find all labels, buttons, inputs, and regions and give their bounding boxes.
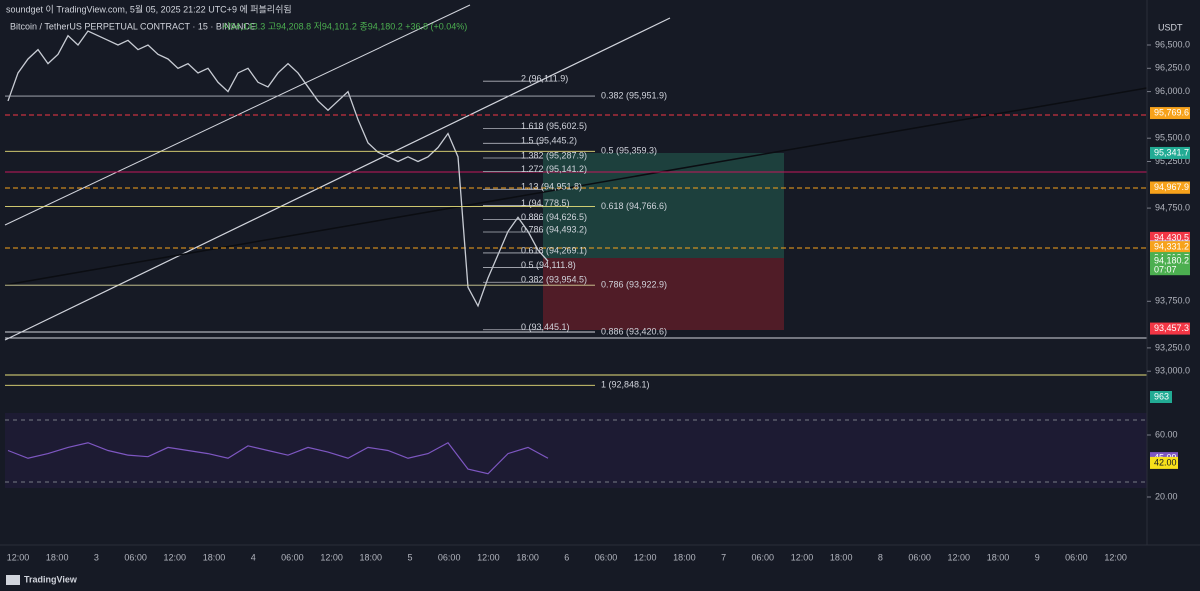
price-tag-label: 94,430.5 (1154, 232, 1189, 242)
rsi-tick-label: 60.00 (1155, 429, 1178, 439)
profit-zone (543, 153, 784, 258)
time-label: 18:00 (46, 552, 69, 562)
price-tick-label: 96,250.0 (1155, 63, 1190, 73)
price-tag (1150, 322, 1190, 335)
time-label: 18:00 (516, 552, 539, 562)
time-label: 12:00 (7, 552, 30, 562)
price-tag-label: 94,331.2 (1154, 242, 1189, 252)
time-label: 5 (407, 552, 412, 562)
volume-tag (1150, 391, 1172, 403)
price-tick-label: 95,250.0 (1155, 156, 1190, 166)
fib-label: 0 (93,445.1) (521, 322, 570, 332)
time-label: 12:00 (948, 552, 971, 562)
publisher: soundget 이 TradingView.com, 5월 05, 2025 … (6, 3, 292, 14)
loss-zone (543, 258, 784, 330)
fib-ext-label: 0.5 (95,359.3) (601, 146, 657, 156)
rsi-tick-label: 20.00 (1155, 491, 1178, 501)
logo (6, 575, 20, 585)
price-tag-label: 94,967.9 (1154, 182, 1189, 192)
time-label: 06:00 (908, 552, 931, 562)
trend-line (4, 17, 671, 341)
time-label: 12:00 (1104, 552, 1127, 562)
time-label: 18:00 (830, 552, 853, 562)
time-label: 18:00 (360, 552, 383, 562)
time-label: 06:00 (438, 552, 461, 562)
time-label: 06:00 (1065, 552, 1088, 562)
time-label: 06:00 (281, 552, 304, 562)
fib-ext-label: 0.886 (93,420.6) (601, 326, 667, 336)
price-tag (1150, 146, 1190, 159)
time-label: 12:00 (634, 552, 657, 562)
price-tag-label: 94,180.2 (1154, 256, 1189, 266)
time-label: 18:00 (203, 552, 226, 562)
fib-label: 0.886 (94,626.5) (521, 212, 587, 222)
fib-label: 1 (94,778.5) (521, 198, 570, 208)
time-label: 4 (251, 552, 256, 562)
fib-ext-label: 1 (92,848.1) (601, 380, 650, 390)
time-label: 8 (878, 552, 883, 562)
time-label: 6 (564, 552, 569, 562)
time-label: 12:00 (791, 552, 814, 562)
time-label: 7 (721, 552, 726, 562)
time-label: 12:00 (477, 552, 500, 562)
price-tick-label: 94,750.0 (1155, 202, 1190, 212)
fib-label: 1.13 (94,951.8) (521, 182, 582, 192)
fib-label: 0.382 (93,954.5) (521, 275, 587, 285)
countdown: 07:07 (1154, 265, 1177, 275)
price-tick-label: 93,750.0 (1155, 296, 1190, 306)
price-tag (1150, 241, 1190, 254)
fib-ext-label: 0.382 (95,951.9) (601, 90, 667, 100)
fib-label: 0.618 (94,269.1) (521, 245, 587, 255)
price-tag-label: 93,457.3 (1154, 323, 1189, 333)
price-tick-label: 93,000.0 (1155, 366, 1190, 376)
time-label: 06:00 (752, 552, 775, 562)
price-tick-label: 95,500.0 (1155, 133, 1190, 143)
fib-label: 0.5 (94,111.8) (521, 260, 576, 270)
price-tag-label: 95,769.6 (1154, 107, 1189, 117)
rsi-line (7, 441, 549, 475)
price-tick-label: 96,500.0 (1155, 39, 1190, 49)
time-label: 12:00 (320, 552, 343, 562)
price-tick-label: 96,000.0 (1155, 86, 1190, 96)
trend-line (4, 87, 1148, 286)
price-tag (1150, 107, 1190, 120)
fib-label: 1.618 (95,602.5) (521, 121, 587, 131)
price-tag (1150, 255, 1190, 276)
price-tag (1150, 181, 1190, 194)
time-label: 3 (94, 552, 99, 562)
time-label: 12:00 (164, 552, 187, 562)
fib-label: 1.272 (95,141.2) (521, 164, 587, 174)
fib-ext-label: 0.786 (93,922.9) (601, 280, 667, 290)
fib-label: 0.786 (94,493.2) (521, 224, 587, 234)
symbol: Bitcoin / TetherUS PERPETUAL CONTRACT · … (10, 21, 256, 31)
time-label: 18:00 (987, 552, 1010, 562)
time-label: 18:00 (673, 552, 696, 562)
volume-tag-label: 963 (1154, 391, 1169, 401)
price-tick-label: 93,250.0 (1155, 342, 1190, 352)
price-line (7, 30, 549, 308)
time-label: 9 (1035, 552, 1040, 562)
fib-label: 2 (96,111.9) (521, 74, 568, 84)
time-label: 06:00 (124, 552, 147, 562)
ohlc: 시94,143.3 고94,208.8 저94,101.2 종94,180.2 … (222, 21, 467, 31)
rsi-tag (1150, 456, 1178, 469)
time-label: 06:00 (595, 552, 618, 562)
fib-ext-label: 0.618 (94,766.6) (601, 201, 667, 211)
rsi-tag-label: 42.00 (1154, 457, 1177, 467)
fib-label: 1.5 (95,445.2) (521, 136, 577, 146)
fib-label: 1.382 (95,287.9) (521, 150, 587, 160)
price-tag-label: 95,341.7 (1154, 147, 1189, 157)
rsi-band (5, 413, 1147, 488)
currency: USDT (1158, 22, 1183, 32)
brand: TradingView (24, 574, 78, 584)
